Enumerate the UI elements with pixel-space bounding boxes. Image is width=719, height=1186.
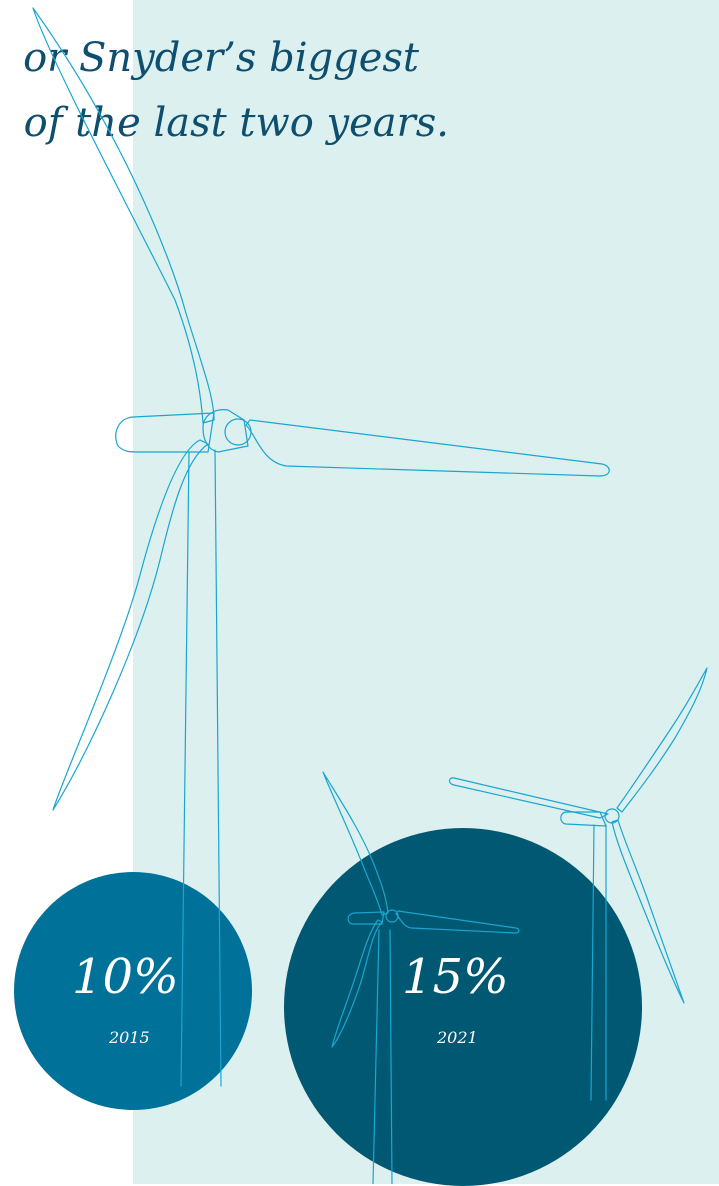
large-turbine-blade-up	[32, 7, 215, 424]
headline-line-2: of the last two years.	[23, 100, 449, 146]
large-turbine-hub	[224, 418, 252, 446]
large-turbine-icon	[32, 7, 610, 1087]
headline: or Snyder’s biggest of the last two year…	[0, 0, 719, 170]
medium-turbine-blade-right	[395, 910, 520, 934]
medium-turbine-blade-up	[322, 771, 389, 916]
medium-turbine-blade-down	[331, 919, 383, 1048]
small-turbine-blade-down	[611, 819, 685, 1004]
stat-percent-2015: 10%	[72, 949, 179, 1005]
small-turbine-hub	[604, 808, 620, 824]
stat-year-2021: 2021	[437, 1028, 478, 1047]
small-turbine-icon	[448, 667, 708, 1101]
medium-turbine-tower	[372, 929, 393, 1184]
stat-circle-2021	[284, 828, 642, 1186]
medium-turbine-hub	[385, 909, 399, 923]
stat-percent-2021: 15%	[402, 949, 509, 1005]
small-turbine-blade-left	[448, 777, 609, 819]
large-turbine-blade-right	[245, 419, 610, 477]
small-turbine-tower	[590, 824, 607, 1101]
large-turbine-nacelle	[202, 409, 249, 453]
large-turbine-tower	[180, 449, 222, 1087]
small-turbine-nacelle	[560, 811, 607, 827]
large-turbine-blade-down	[52, 439, 209, 811]
stat-year-2015: 2015	[109, 1028, 150, 1047]
headline-line-1: or Snyder’s biggest	[23, 35, 419, 81]
small-turbine-blade-up	[616, 667, 708, 813]
stat-circle-2015	[14, 872, 252, 1110]
medium-turbine-icon	[322, 771, 520, 1184]
medium-turbine-blade-left	[347, 911, 385, 925]
large-turbine-blade-left	[115, 412, 215, 453]
